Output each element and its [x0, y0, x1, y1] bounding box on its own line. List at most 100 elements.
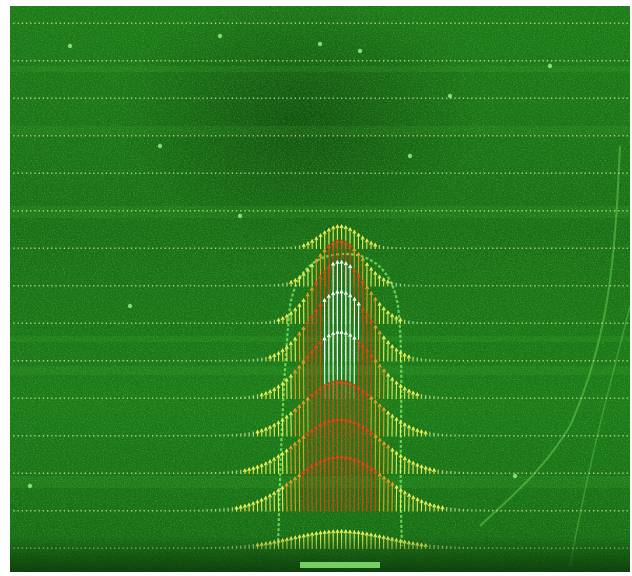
vector-arrowhead — [407, 458, 412, 463]
vector-field-overlay — [10, 6, 630, 572]
vector-arrowhead — [364, 238, 369, 243]
vector-arrowhead — [386, 478, 391, 483]
vector-arrowhead — [326, 243, 331, 249]
vector-arrowhead — [419, 429, 424, 434]
vector-arrowhead — [289, 310, 294, 316]
vector-arrowhead — [331, 454, 336, 460]
vector-arrowhead — [293, 307, 298, 312]
vector-arrowhead — [407, 492, 412, 498]
vector-arrowhead — [284, 414, 289, 419]
vector-arrowhead — [276, 488, 281, 493]
vector-arrowhead — [310, 531, 315, 536]
vector-arrowhead — [251, 500, 256, 506]
vector-arrowhead — [242, 467, 247, 473]
vector-arrowhead — [339, 416, 344, 422]
vector-arrowhead — [301, 271, 306, 277]
vector-arrowhead — [255, 429, 260, 434]
vector-arrowhead — [293, 369, 298, 374]
vector-arrowhead — [318, 302, 323, 307]
vector-arrowhead — [272, 386, 277, 392]
vector-arrowhead — [369, 353, 374, 358]
vector-arrowhead — [390, 313, 395, 318]
vector-arrowhead — [331, 261, 336, 266]
vector-arrowhead — [310, 238, 315, 244]
vector-arrowhead — [305, 292, 310, 297]
vector-arrowhead — [309, 464, 314, 469]
vector-arrowhead — [255, 464, 260, 469]
vector-arrowhead — [348, 226, 353, 232]
vector-arrowhead — [322, 383, 327, 389]
vector-arrowhead — [386, 339, 391, 345]
light-band — [10, 126, 630, 135]
vector-arrowhead — [373, 469, 378, 474]
vector-arrowhead — [427, 466, 432, 472]
vector-arrowhead — [356, 339, 361, 344]
vector-arrowhead — [402, 352, 407, 357]
vector-arrowhead — [314, 236, 319, 241]
bright-particle — [127, 303, 133, 309]
vector-arrowhead — [406, 354, 411, 359]
vector-arrowhead — [423, 500, 428, 505]
vector-arrowhead — [365, 427, 370, 432]
vector-arrowhead — [365, 348, 370, 353]
vector-arrowhead — [318, 530, 323, 535]
vector-arrowhead — [343, 529, 348, 534]
vector-arrowhead — [318, 274, 323, 279]
vector-arrowhead — [314, 258, 319, 263]
vector-arrowhead — [301, 434, 306, 440]
vector-arrowhead — [272, 352, 277, 358]
vector-arrowhead — [377, 330, 382, 335]
vector-arrowhead — [297, 438, 302, 443]
vector-arrowhead — [356, 530, 361, 535]
vector-arrowhead — [348, 418, 353, 423]
bright-particle — [357, 48, 363, 54]
vector-arrowhead — [402, 456, 407, 461]
vector-arrowhead — [348, 263, 353, 269]
vector-arrowhead — [386, 372, 391, 377]
vector-arrowhead — [386, 444, 391, 449]
vector-arrowhead — [280, 348, 285, 353]
vector-arrowhead — [386, 410, 391, 415]
right-streak-2 — [569, 305, 630, 567]
vector-arrowhead — [381, 368, 387, 373]
vector-arrowhead — [398, 317, 403, 322]
bright-particle — [237, 213, 243, 219]
vector-arrowhead — [419, 498, 424, 504]
vector-arrowhead — [360, 256, 365, 262]
bright-particle — [447, 93, 453, 99]
vector-arrowhead — [314, 308, 319, 313]
vector-arrowhead — [432, 467, 437, 473]
vector-arrowhead — [360, 278, 365, 284]
vector-arrowhead — [280, 485, 285, 490]
vector-arrowhead — [247, 466, 252, 472]
vector-arrowhead — [268, 354, 273, 359]
vector-arrowhead — [360, 388, 365, 393]
vector-arrowhead — [339, 528, 344, 534]
vector-arrowhead — [369, 318, 374, 323]
vector-arrowhead — [352, 229, 357, 234]
vector-arrowhead — [305, 267, 310, 272]
vector-arrowhead — [436, 504, 441, 509]
vector-arrowhead — [288, 444, 293, 450]
vector-arrowhead — [326, 455, 331, 461]
vector-arrowhead — [423, 430, 428, 435]
vector-arrowhead — [390, 413, 395, 418]
vector-arrowhead — [377, 301, 382, 307]
vector-arrowhead — [305, 532, 310, 537]
vector-arrowhead — [331, 225, 336, 230]
vector-arrowhead — [335, 528, 340, 534]
vector-arrowhead — [348, 381, 353, 386]
vector-arrowhead — [331, 240, 336, 246]
vector-arrowhead — [385, 309, 391, 315]
vector-arrowhead — [293, 277, 298, 283]
vector-arrowhead — [309, 314, 314, 319]
vector-arrowhead — [390, 343, 395, 349]
vector-arrowhead — [259, 462, 264, 468]
vector-arrowhead — [335, 329, 340, 335]
vector-arrowhead — [263, 390, 268, 396]
vector-arrowhead — [398, 453, 403, 458]
vector-arrowhead — [335, 379, 340, 384]
vector-arrowhead — [331, 529, 336, 534]
bright-particle — [157, 143, 163, 149]
